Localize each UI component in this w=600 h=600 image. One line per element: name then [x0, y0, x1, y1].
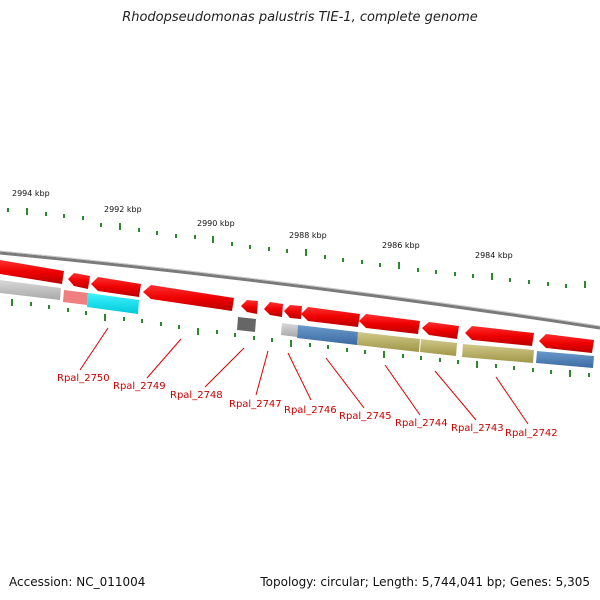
cds-arrow	[264, 302, 283, 317]
map-title: Rhodopseudomonas palustris TIE-1, comple…	[122, 10, 478, 25]
outer-tick-row	[7, 208, 586, 288]
cds-arrow	[91, 277, 141, 297]
cds-arrow	[301, 307, 360, 327]
accession-text: Accession: NC_011004	[9, 575, 146, 589]
cds-arrow	[284, 305, 302, 319]
feature-track	[0, 280, 594, 368]
feature-block	[63, 290, 88, 305]
genome-summary-text: Topology: circular; Length: 5,744,041 bp…	[260, 575, 590, 589]
cds-arrow	[68, 273, 90, 289]
cds-arrow	[0, 260, 64, 284]
gene-label[interactable]: Rpal_2750	[57, 373, 110, 384]
cds-track	[0, 260, 594, 353]
cds-arrow	[465, 326, 534, 346]
kbp-marker: 2992 kbp	[104, 205, 142, 214]
gene-label[interactable]: Rpal_2745	[339, 411, 392, 422]
cds-arrow	[359, 314, 420, 334]
cds-arrow	[539, 334, 594, 353]
gene-label[interactable]: Rpal_2749	[113, 381, 166, 392]
feature-block	[0, 280, 61, 300]
gene-label[interactable]: Rpal_2747	[229, 399, 282, 410]
gene-label[interactable]: Rpal_2746	[284, 405, 337, 416]
feature-block	[281, 323, 298, 337]
genome-backbone-highlight	[0, 250, 600, 327]
label-leaders	[79, 327, 529, 425]
feature-block	[237, 317, 256, 332]
feature-block	[536, 351, 594, 368]
inner-tick-row	[11, 299, 590, 377]
cds-arrow	[143, 285, 234, 311]
kbp-marker: 2990 kbp	[197, 219, 235, 228]
gene-label[interactable]: Rpal_2748	[170, 390, 223, 401]
gene-label[interactable]: Rpal_2743	[451, 423, 504, 434]
feature-block	[462, 344, 534, 363]
feature-block	[420, 339, 457, 356]
gene-label[interactable]: Rpal_2742	[505, 428, 558, 439]
kbp-marker: 2994 kbp	[12, 189, 50, 198]
gene-label[interactable]: Rpal_2744	[395, 418, 448, 429]
feature-block	[297, 325, 358, 345]
cds-arrow	[422, 322, 459, 339]
kbp-marker: 2988 kbp	[289, 231, 327, 240]
cds-arrow	[241, 300, 258, 314]
kbp-marker: 2984 kbp	[475, 251, 513, 260]
genome-backbone	[0, 251, 600, 330]
feature-block	[357, 332, 420, 352]
kbp-marker: 2986 kbp	[382, 241, 420, 250]
feature-block	[87, 293, 139, 314]
